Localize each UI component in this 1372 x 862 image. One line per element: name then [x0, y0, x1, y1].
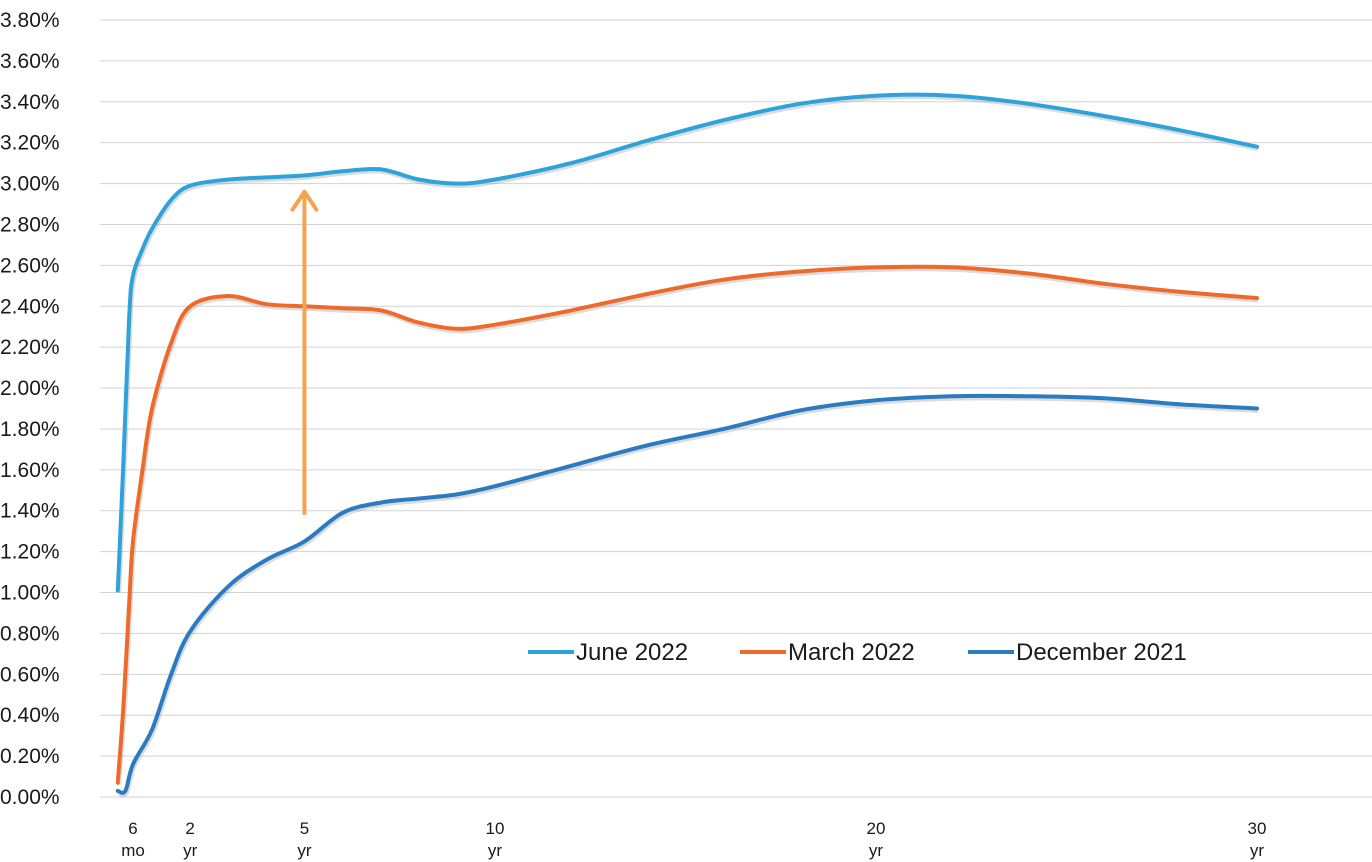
x-axis-tick-labels: 6 mo 2 yr 5 yr 10 yr 20 yr 30 yr: [121, 819, 1266, 860]
y-tick-label: 2.80%: [0, 213, 60, 236]
y-tick-label: 0.00%: [0, 786, 60, 809]
y-tick-label: 2.60%: [0, 254, 60, 277]
legend-label: December 2021: [1016, 639, 1187, 666]
x-tick-label: 10: [486, 819, 505, 838]
series-line-june-2022: [115, 92, 1259, 593]
y-axis-tick-labels: 0.00% 0.20% 0.40% 0.60% 0.80% 1.00% 1.20% 1.40%…: [0, 9, 60, 809]
series-line-december-2021: [115, 393, 1259, 795]
annotation-arrow-head: [290, 189, 319, 212]
x-tick-label: 20: [867, 819, 886, 838]
y-tick-label: 0.60%: [0, 663, 60, 686]
y-tick-label: 1.20%: [0, 541, 60, 564]
y-tick-label: 3.80%: [0, 9, 60, 32]
x-tick-label: 30: [1248, 819, 1267, 838]
x-tick-label-unit: yr: [1250, 841, 1265, 860]
legend-label: March 2022: [788, 639, 915, 666]
annotations: [290, 189, 319, 515]
series-shadow-december-2021: [118, 395, 1259, 798]
y-tick-label: 1.80%: [0, 418, 60, 441]
y-tick-label: 1.40%: [0, 500, 60, 523]
y-tick-label: 2.20%: [0, 336, 60, 359]
legend: June 2022 March 2022 December 2021: [528, 639, 1187, 666]
y-tick-label: 3.60%: [0, 50, 60, 73]
x-tick-label-unit: mo: [121, 841, 145, 860]
series-shadow-june-2022: [116, 94, 1259, 593]
y-tick-label: 1.60%: [0, 459, 60, 482]
y-tick-label: 0.40%: [0, 704, 60, 727]
x-tick-label-unit: yr: [183, 841, 198, 860]
y-tick-label: 0.20%: [0, 745, 60, 768]
y-tick-label: 0.80%: [0, 622, 60, 645]
x-tick-label: 5: [300, 819, 309, 838]
y-tick-label: 2.40%: [0, 295, 60, 318]
series-shadow-march-2022: [116, 266, 1259, 785]
y-tick-label: 1.00%: [0, 582, 60, 605]
series-lines: [115, 92, 1259, 798]
y-tick-label: 2.00%: [0, 377, 60, 400]
x-tick-label-unit: yr: [869, 841, 884, 860]
x-tick-label: 6: [128, 819, 137, 838]
legend-label: June 2022: [576, 639, 688, 666]
y-tick-label: 3.00%: [0, 173, 60, 196]
y-tick-label: 3.40%: [0, 91, 60, 114]
x-tick-label: 2: [185, 819, 194, 838]
x-tick-label-unit: yr: [488, 841, 503, 860]
x-tick-label-unit: yr: [297, 841, 312, 860]
gridlines: [100, 19, 1372, 798]
series-line-march-2022: [115, 264, 1259, 785]
y-tick-label: 3.20%: [0, 132, 60, 155]
